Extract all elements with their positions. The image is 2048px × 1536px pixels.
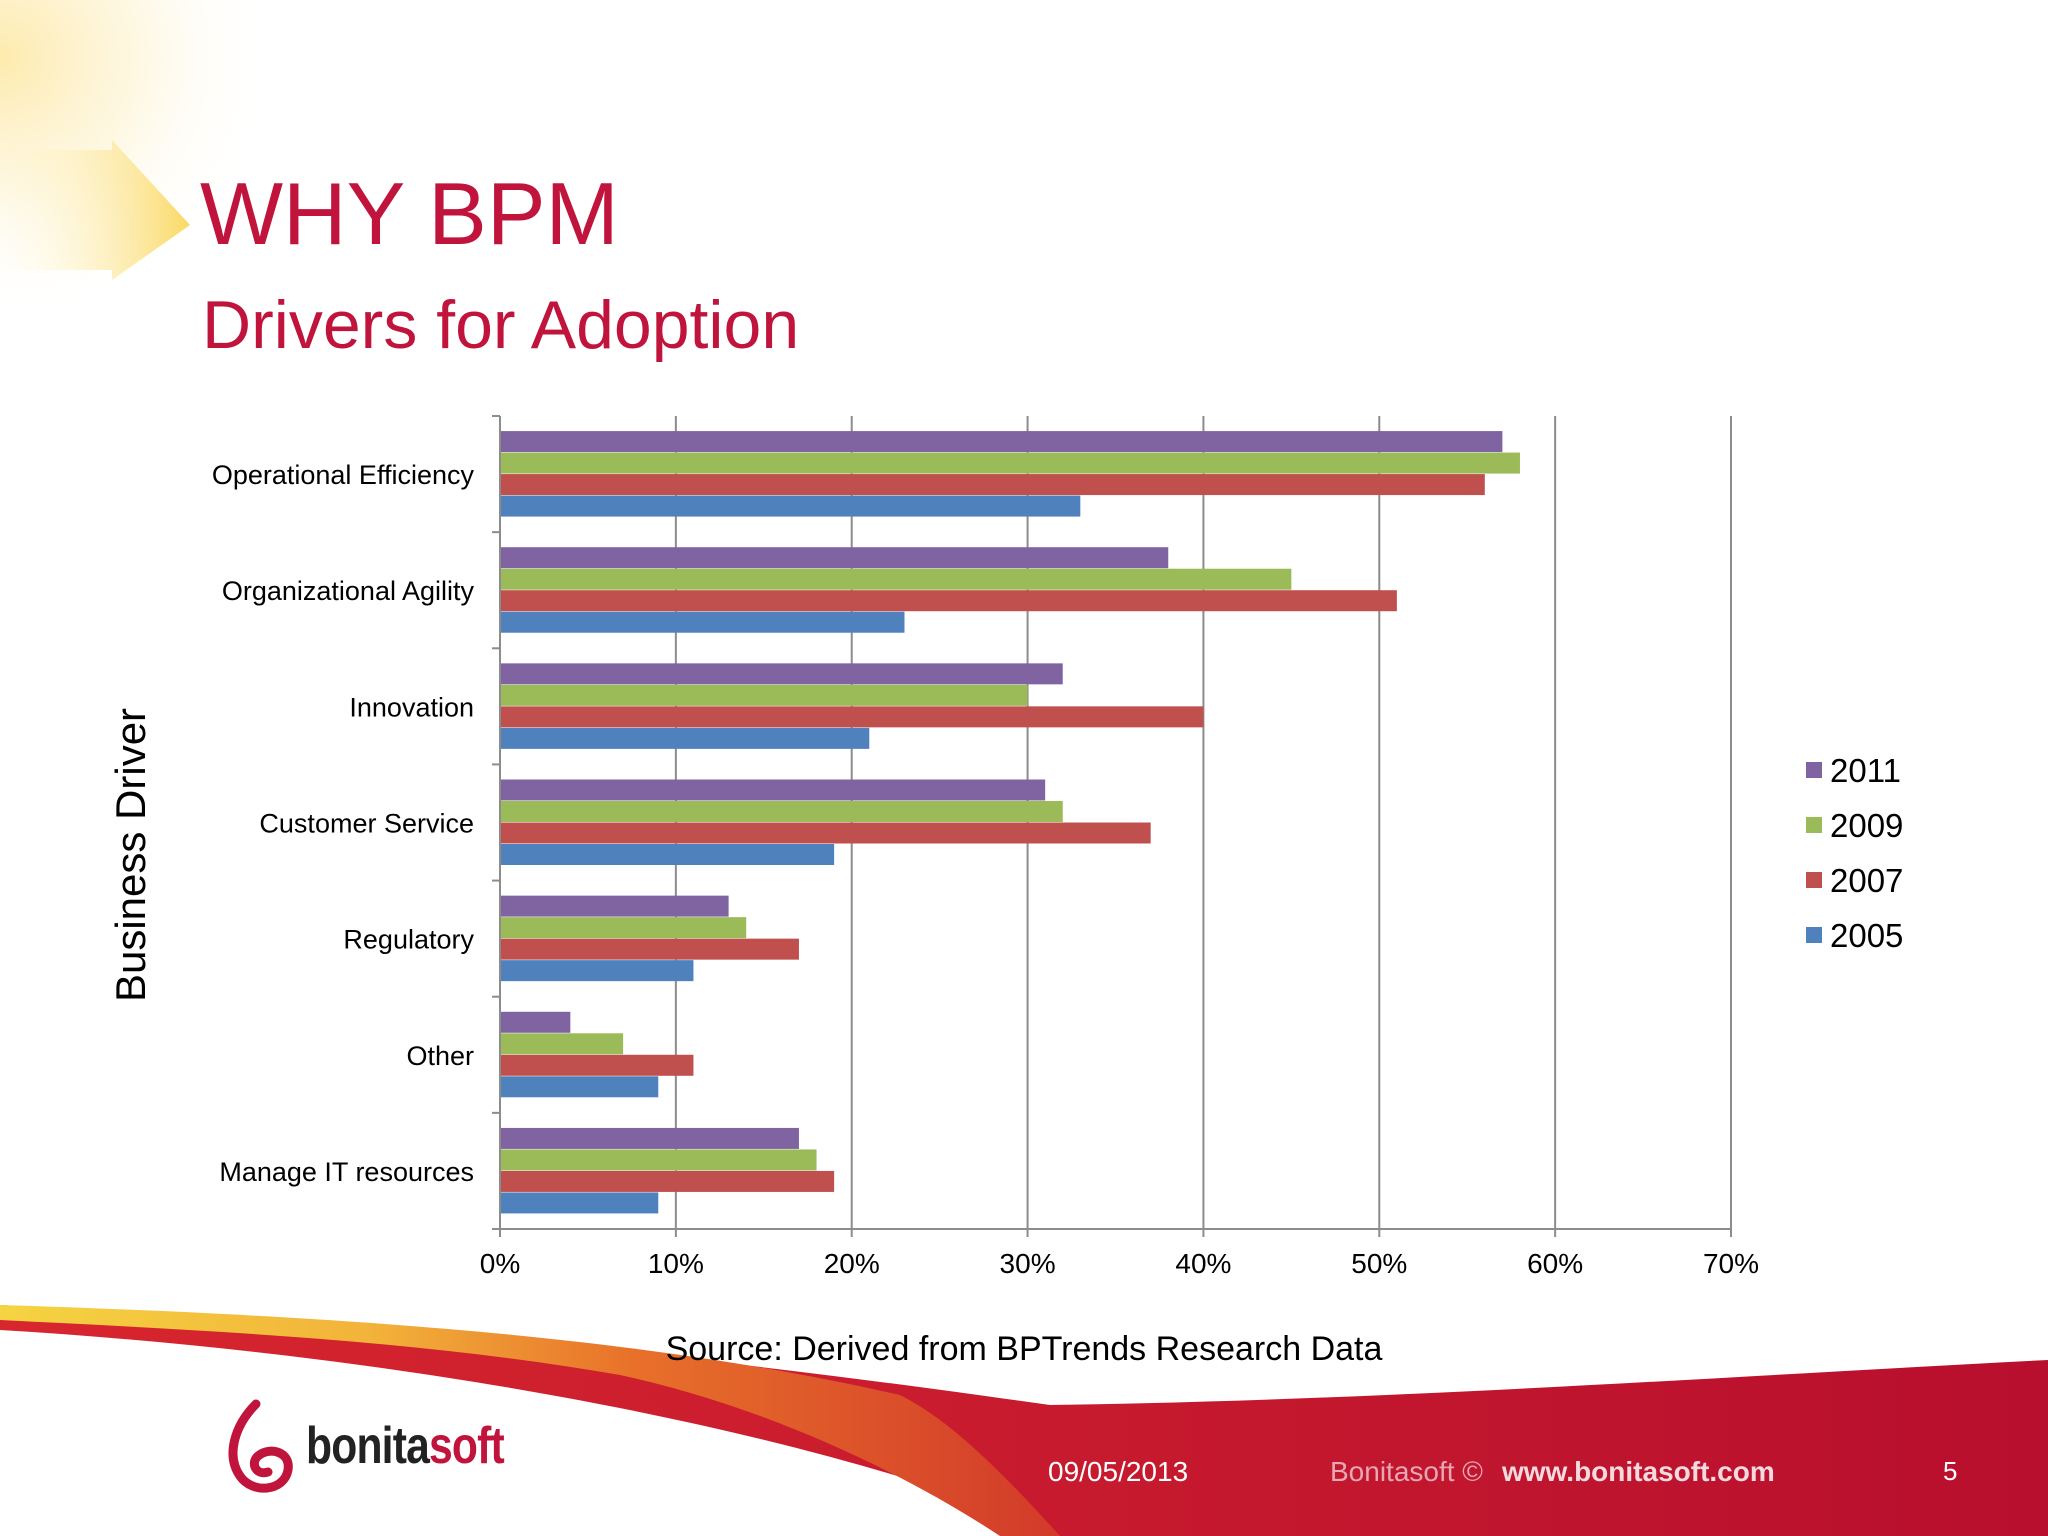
yellow-arrow-icon xyxy=(0,140,190,280)
bar-2011 xyxy=(501,1011,571,1033)
bar-2011 xyxy=(501,431,1503,453)
footer-swoosh xyxy=(0,1305,1060,1536)
bar-2005 xyxy=(501,727,870,749)
category-label: Manage IT resources xyxy=(219,1157,474,1187)
x-tick-label: 10% xyxy=(648,1248,704,1279)
bar-2011 xyxy=(501,1127,799,1149)
footer-band xyxy=(0,1305,2048,1536)
bar-2005 xyxy=(501,495,1081,517)
bonitasoft-logo: bonitasoft xyxy=(226,1396,526,1496)
slide-subtitle: Drivers for Adoption xyxy=(202,287,800,363)
bar-2009 xyxy=(501,1149,817,1171)
bar-2005 xyxy=(501,1192,659,1214)
bar-2009 xyxy=(501,452,1520,474)
bar-2007 xyxy=(501,1054,694,1076)
x-tick-label: 50% xyxy=(1351,1248,1407,1279)
category-label: Regulatory xyxy=(343,925,474,955)
bar-2005 xyxy=(501,960,694,982)
bar-2011 xyxy=(501,895,729,917)
legend-label: 2007 xyxy=(1830,862,1903,899)
legend-swatch-2011 xyxy=(1806,762,1822,778)
y-axis-title: Business Driver xyxy=(107,708,154,1002)
slide-title: WHY BPM xyxy=(200,164,619,263)
category-label: Other xyxy=(406,1041,474,1071)
bar-2007 xyxy=(501,590,1397,612)
legend-swatch-2007 xyxy=(1806,872,1822,888)
category-label: Operational Efficiency xyxy=(212,460,475,490)
category-label: Innovation xyxy=(349,692,474,722)
bar-2009 xyxy=(501,684,1028,706)
bar-2009 xyxy=(501,917,747,939)
footer-date: 09/05/2013 xyxy=(1048,1456,1189,1487)
x-tick-label: 0% xyxy=(480,1248,520,1279)
bar-2009 xyxy=(501,1033,624,1055)
legend-label: 2011 xyxy=(1830,752,1901,789)
bar-2005 xyxy=(501,1076,659,1098)
category-label: Organizational Agility xyxy=(222,576,475,606)
legend-label: 2005 xyxy=(1830,917,1903,954)
bar-2005 xyxy=(501,844,835,865)
source-note: Source: Derived from BPTrends Research D… xyxy=(665,1330,1383,1368)
bonita-swirl-icon xyxy=(228,1399,293,1493)
x-tick-label: 20% xyxy=(824,1248,880,1279)
bar-2007 xyxy=(501,706,1204,728)
bar-2007 xyxy=(501,1170,835,1192)
logo-wordmark: bonitasoft xyxy=(306,1417,505,1475)
legend-label: 2009 xyxy=(1830,807,1903,844)
x-tick-label: 40% xyxy=(1175,1248,1231,1279)
category-label: Customer Service xyxy=(259,809,474,839)
bar-2011 xyxy=(501,547,1169,569)
bar-2007 xyxy=(501,822,1151,844)
bar-2009 xyxy=(501,801,1063,822)
legend-swatch-2009 xyxy=(1806,817,1822,833)
footer-copyright: Bonitasoft © xyxy=(1330,1456,1483,1487)
bar-2007 xyxy=(501,938,799,960)
bar-2011 xyxy=(501,663,1063,685)
bar-2007 xyxy=(501,474,1485,496)
page-number: 5 xyxy=(1943,1456,1958,1486)
x-tick-label: 30% xyxy=(1000,1248,1056,1279)
bar-2005 xyxy=(501,611,905,633)
x-tick-label: 60% xyxy=(1527,1248,1583,1279)
footer-url[interactable]: www.bonitasoft.com xyxy=(1502,1456,1775,1487)
bar-2011 xyxy=(501,779,1046,801)
x-tick-label: 70% xyxy=(1703,1248,1759,1279)
legend-swatch-2005 xyxy=(1806,927,1822,943)
bar-2009 xyxy=(501,568,1292,590)
